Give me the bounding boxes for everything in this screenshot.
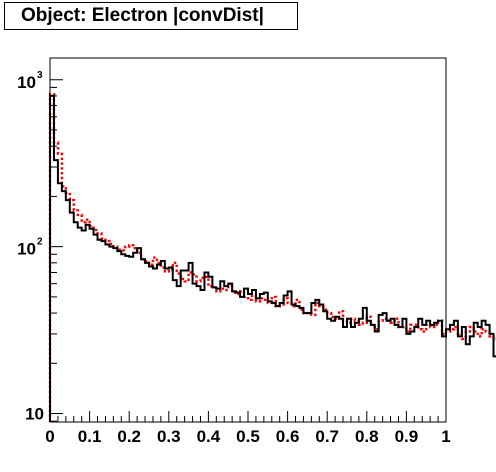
y-tick-exponent: 2 [37, 237, 43, 248]
x-tick-label: 0.6 [276, 427, 300, 446]
chart-title: Object: Electron |convDist| [4, 2, 298, 30]
y-tick-base: 10 [17, 240, 36, 259]
y-tick-label: 10 [25, 405, 44, 424]
y-tick-base: 10 [17, 73, 36, 92]
x-tick-label: 0.7 [315, 427, 339, 446]
x-tick-label: 1 [441, 427, 450, 446]
x-tick-label: 0.5 [236, 427, 260, 446]
x-tick-label: 0 [45, 427, 54, 446]
series-layer [48, 92, 496, 422]
x-tick-label: 0.4 [197, 427, 221, 446]
x-tick-label: 0.9 [395, 427, 419, 446]
y-tick-label: 10 2 [17, 237, 43, 259]
x-tick-label: 0.1 [78, 427, 102, 446]
x-tick-label: 0.8 [355, 427, 379, 446]
y-tick-label: 10 3 [17, 70, 43, 92]
red-dotted-series-line [48, 92, 496, 422]
x-tick-label: 0.2 [117, 427, 141, 446]
y-tick-base: 10 [25, 405, 44, 424]
x-tick-label: 0.3 [157, 427, 181, 446]
y-tick-exponent: 3 [37, 70, 43, 81]
black-series-line [49, 94, 496, 422]
